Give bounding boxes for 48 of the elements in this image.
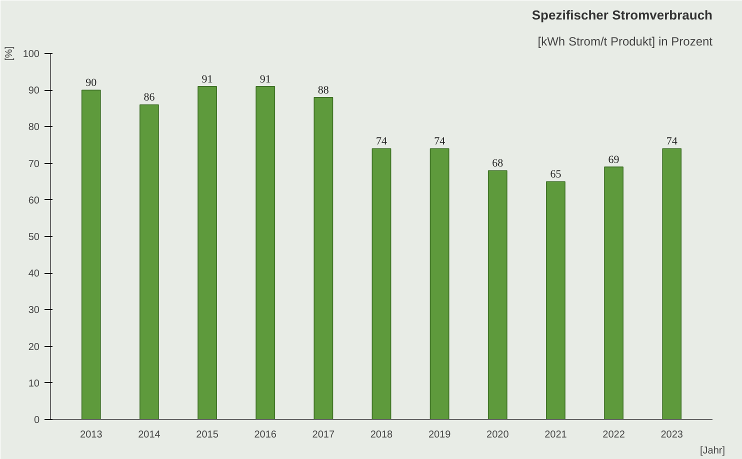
x-tick-label: 2021 [544,430,568,440]
bar [314,97,334,420]
y-tick-label: 60 [28,195,40,206]
y-tick-label: 10 [28,378,40,390]
x-tick-label: 2019 [428,430,452,440]
bar [488,170,508,420]
bar [198,86,217,420]
y-tick-label: 90 [28,86,40,97]
x-tick-label: 2023 [660,430,684,440]
y-tick-label: 0 [34,415,40,426]
data-label: 74 [434,136,446,148]
bar [140,104,159,420]
data-label: 69 [608,154,620,166]
bar [662,148,682,420]
bar [81,90,101,420]
y-tick-label: 50 [28,232,40,243]
y-tick-label: 20 [28,342,40,353]
bar [256,86,276,420]
x-tick-label: 2014 [138,430,161,440]
x-tick-label: 2013 [80,430,103,440]
data-label: 74 [666,136,678,148]
data-label: 88 [318,84,330,96]
data-label: 65 [550,168,562,181]
y-tick-label: 100 [22,49,40,60]
x-tick-label: 2017 [312,430,335,440]
x-tick-label: 2016 [254,430,277,440]
bar [372,148,392,420]
data-label: 86 [144,92,156,104]
data-label: 74 [376,136,388,148]
bar [604,166,624,420]
chart-title: Spezifischer Stromverbrauch [532,8,713,22]
x-tick-label: 2020 [486,430,510,440]
bar [430,148,450,420]
data-label: 91 [202,73,213,86]
x-tick-label: 2018 [370,430,394,440]
y-axis-title: [%] [4,46,15,61]
x-tick-label: 2015 [196,430,219,440]
bar [546,181,566,420]
y-tick-label: 70 [28,158,40,170]
y-tick-label: 30 [28,305,40,316]
chart-subtitle: [kWh Strom/t Produkt] in Prozent [538,34,714,48]
x-tick-label: 2022 [602,430,626,440]
data-label: 90 [86,77,98,90]
data-label: 68 [492,158,504,170]
y-tick-label: 80 [28,122,40,134]
data-label: 91 [260,73,271,86]
x-axis-title: [Jahr] [700,446,726,456]
y-tick-label: 40 [28,268,40,280]
